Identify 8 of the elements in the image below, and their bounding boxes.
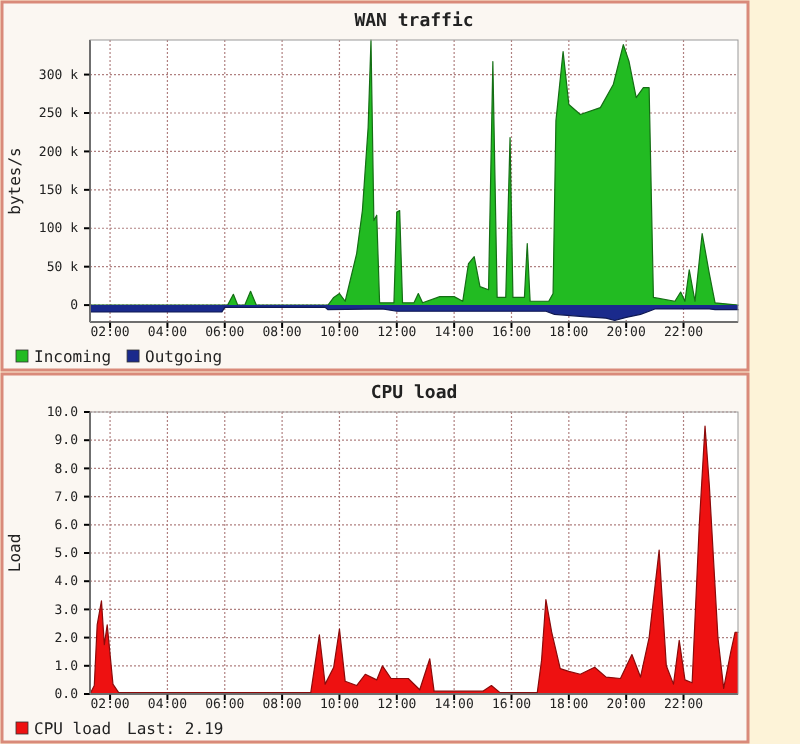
- text: Last: 2.19: [127, 720, 224, 738]
- chart-title: WAN traffic: [354, 10, 474, 32]
- legend-label: Incoming: [34, 348, 112, 366]
- chart-title: CPU load: [370, 384, 458, 404]
- legend-label: CPU load: [34, 720, 112, 738]
- legend-label: Outgoing: [145, 348, 223, 366]
- y-axis-title: Load: [6, 533, 24, 573]
- y-axis-title: bytes/s: [6, 146, 24, 215]
